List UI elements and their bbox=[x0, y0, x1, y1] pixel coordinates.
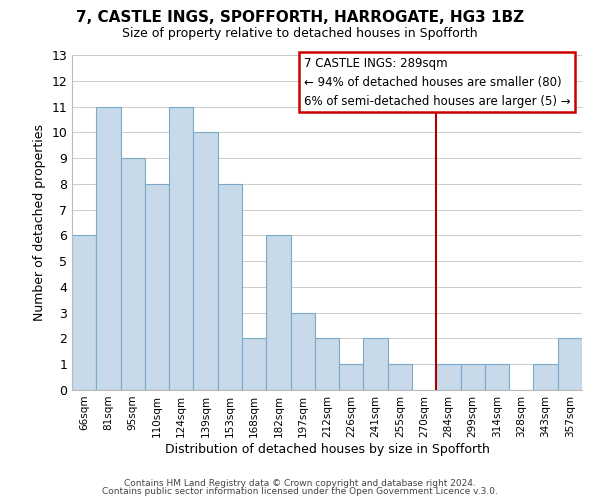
Text: 7, CASTLE INGS, SPOFFORTH, HARROGATE, HG3 1BZ: 7, CASTLE INGS, SPOFFORTH, HARROGATE, HG… bbox=[76, 10, 524, 25]
Bar bbox=[169, 106, 193, 390]
Bar bbox=[242, 338, 266, 390]
Bar bbox=[315, 338, 339, 390]
Bar bbox=[533, 364, 558, 390]
Y-axis label: Number of detached properties: Number of detached properties bbox=[33, 124, 46, 321]
Bar bbox=[485, 364, 509, 390]
Bar bbox=[388, 364, 412, 390]
Bar bbox=[218, 184, 242, 390]
Bar bbox=[364, 338, 388, 390]
Bar bbox=[266, 236, 290, 390]
Bar bbox=[290, 312, 315, 390]
Bar bbox=[193, 132, 218, 390]
Text: Contains HM Land Registry data © Crown copyright and database right 2024.: Contains HM Land Registry data © Crown c… bbox=[124, 478, 476, 488]
Bar bbox=[436, 364, 461, 390]
Bar bbox=[121, 158, 145, 390]
Bar bbox=[339, 364, 364, 390]
Text: Contains public sector information licensed under the Open Government Licence v.: Contains public sector information licen… bbox=[102, 487, 498, 496]
Bar bbox=[461, 364, 485, 390]
Bar bbox=[96, 106, 121, 390]
Text: 7 CASTLE INGS: 289sqm
← 94% of detached houses are smaller (80)
6% of semi-detac: 7 CASTLE INGS: 289sqm ← 94% of detached … bbox=[304, 56, 571, 108]
Bar bbox=[558, 338, 582, 390]
X-axis label: Distribution of detached houses by size in Spofforth: Distribution of detached houses by size … bbox=[164, 442, 490, 456]
Bar bbox=[145, 184, 169, 390]
Bar bbox=[72, 236, 96, 390]
Text: Size of property relative to detached houses in Spofforth: Size of property relative to detached ho… bbox=[122, 28, 478, 40]
